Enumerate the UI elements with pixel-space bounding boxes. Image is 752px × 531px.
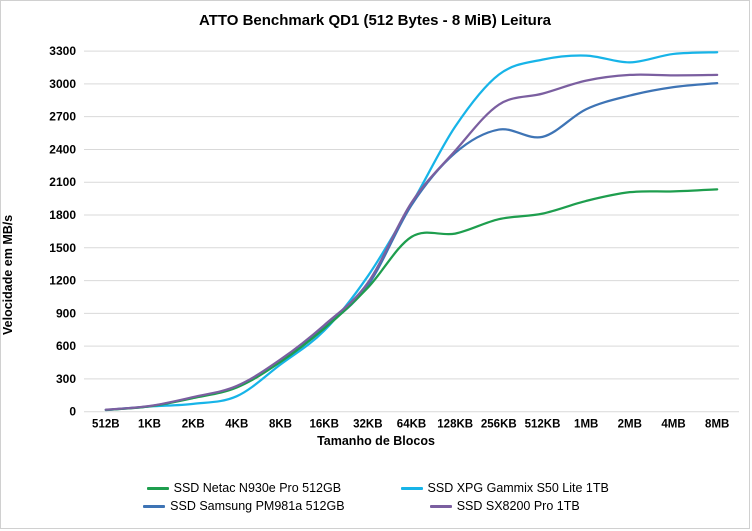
svg-text:8MB: 8MB: [705, 419, 729, 431]
svg-text:1KB: 1KB: [138, 419, 161, 431]
svg-text:16KB: 16KB: [309, 419, 338, 431]
svg-text:2MB: 2MB: [618, 419, 642, 431]
svg-text:512KB: 512KB: [525, 419, 561, 431]
svg-text:1800: 1800: [49, 208, 76, 222]
svg-text:1500: 1500: [49, 241, 76, 255]
svg-text:2KB: 2KB: [182, 419, 205, 431]
svg-text:600: 600: [56, 339, 76, 353]
svg-text:3300: 3300: [49, 44, 76, 58]
svg-text:32KB: 32KB: [353, 419, 382, 431]
svg-text:3000: 3000: [49, 77, 76, 91]
svg-text:2400: 2400: [49, 142, 76, 156]
svg-text:0: 0: [69, 405, 76, 419]
svg-text:2700: 2700: [49, 110, 76, 124]
svg-text:8KB: 8KB: [269, 419, 292, 431]
svg-text:4MB: 4MB: [661, 419, 685, 431]
svg-text:64KB: 64KB: [397, 419, 426, 431]
svg-text:4KB: 4KB: [225, 419, 248, 431]
svg-text:900: 900: [56, 306, 76, 320]
svg-text:1200: 1200: [49, 274, 76, 288]
svg-text:512B: 512B: [92, 419, 120, 431]
svg-text:2100: 2100: [49, 175, 76, 189]
svg-text:1MB: 1MB: [574, 419, 598, 431]
svg-text:256KB: 256KB: [481, 419, 517, 431]
svg-text:128KB: 128KB: [437, 419, 473, 431]
svg-text:300: 300: [56, 372, 76, 386]
